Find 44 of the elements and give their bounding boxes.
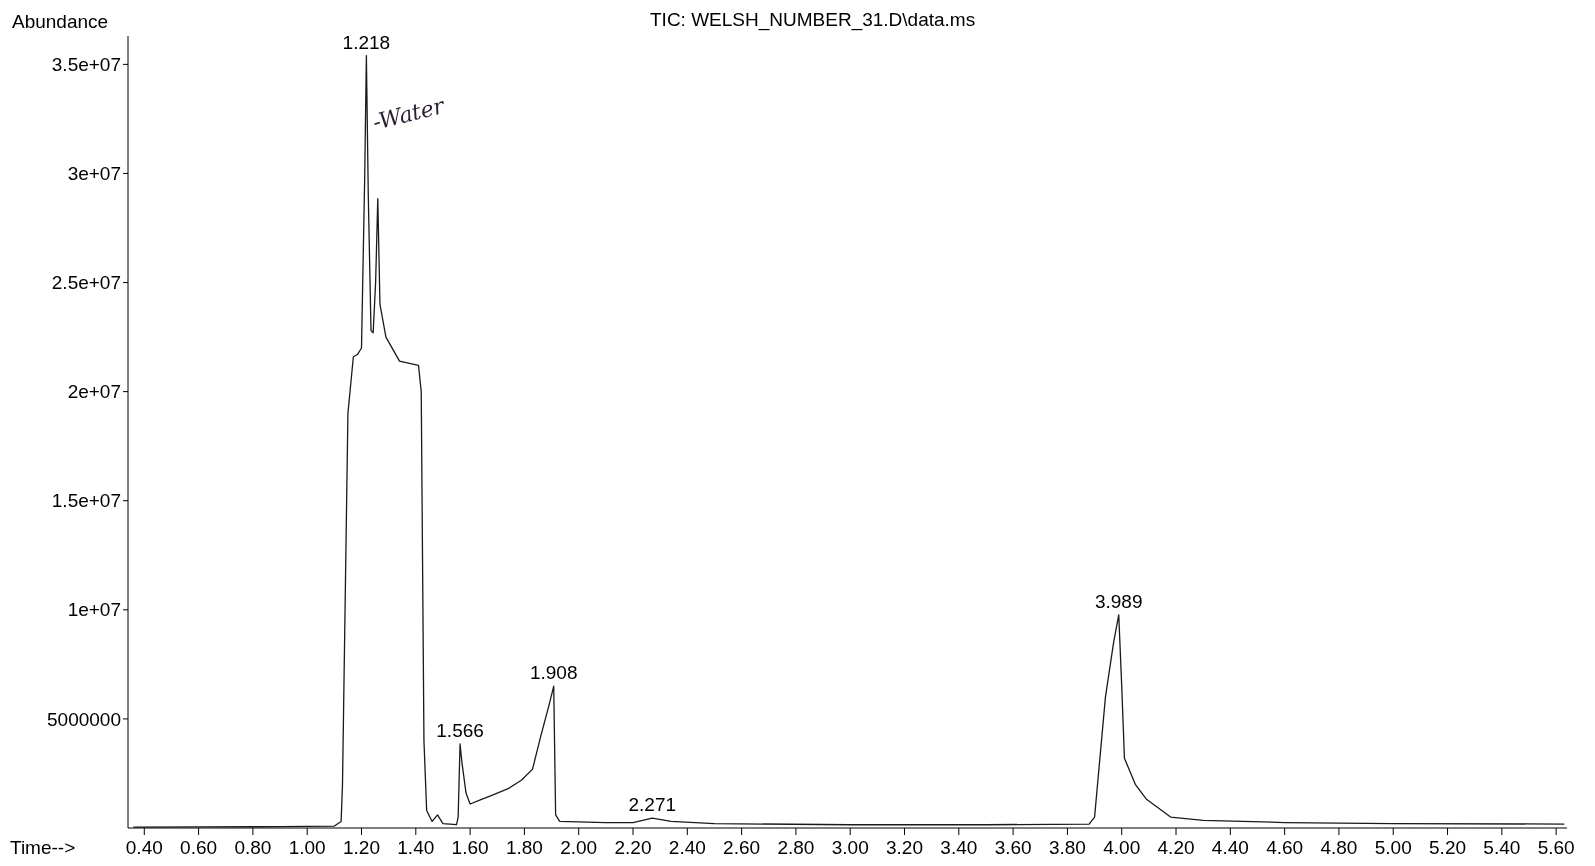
x-tick-label: 5.60 — [1537, 837, 1575, 858]
x-tick-label: 3.40 — [940, 837, 978, 858]
x-tick-label: 1.00 — [288, 837, 326, 858]
annotation: 3.989 — [1094, 590, 1143, 612]
x-tick-label: 2.60 — [723, 837, 761, 858]
annotation: 1.566 — [436, 720, 484, 741]
x-tick-label: 4.80 — [1320, 837, 1358, 858]
line-series — [132, 54, 1565, 828]
x-tick-label: 2.20 — [614, 837, 652, 858]
chart-title: TIC: WELSH_NUMBER_31.D\data.ms — [650, 9, 976, 31]
x-tick-label: 1.60 — [451, 837, 489, 858]
x-tick-label: 3.00 — [831, 837, 869, 858]
y-tick-label: 3.5e+07 — [51, 54, 121, 76]
y-tick-label: 5000000 — [47, 708, 121, 730]
annotation: -Water — [370, 92, 448, 135]
x-tick-label: 1.20 — [343, 837, 380, 858]
annotation: 2.271 — [628, 794, 677, 816]
y-tick-label: 2e+07 — [67, 381, 121, 403]
x-tick-label: 4.40 — [1211, 837, 1249, 858]
x-tick-label: 5.00 — [1374, 837, 1412, 858]
x-tick-label: 0.40 — [125, 837, 163, 858]
x-tick-label: 5.40 — [1483, 837, 1521, 858]
x-tick-label: 2.80 — [777, 837, 815, 858]
x-tick-label: 2.40 — [668, 837, 706, 858]
x-tick-label: 1.40 — [397, 837, 435, 858]
y-tick-label: 1.5e+07 — [51, 490, 121, 512]
y-tick-label: 1e+07 — [67, 599, 121, 621]
annotation: 1.908 — [529, 662, 578, 684]
x-tick-label: 4.20 — [1157, 837, 1195, 858]
x-axis-title: Time--> — [10, 837, 76, 858]
x-tick-label: 5.20 — [1429, 837, 1467, 858]
x-tick-label: 3.60 — [994, 837, 1032, 858]
y-tick-label: 3e+07 — [67, 163, 121, 185]
y-tick-label: 2.5e+07 — [51, 272, 121, 294]
x-tick-label: 3.80 — [1048, 837, 1086, 858]
x-tick-label: 1.80 — [505, 837, 543, 858]
x-tick-label: 4.60 — [1266, 837, 1304, 858]
x-tick-label: 3.20 — [886, 837, 924, 858]
y-axis-title: Abundance — [12, 11, 109, 32]
x-tick-label: 2.00 — [560, 837, 598, 858]
x-tick-label: 4.00 — [1103, 837, 1141, 858]
x-tick-label: 0.80 — [234, 837, 272, 858]
x-tick-label: 0.60 — [180, 837, 218, 858]
annotation: 1.218 — [342, 31, 391, 53]
